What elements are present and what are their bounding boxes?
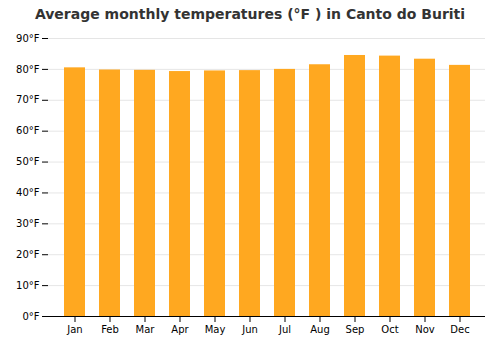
svg-text:60°F: 60°F bbox=[16, 125, 40, 136]
svg-text:40°F: 40°F bbox=[16, 187, 40, 198]
svg-text:30°F: 30°F bbox=[16, 218, 40, 229]
svg-text:0°F: 0°F bbox=[22, 311, 39, 322]
svg-text:Jan: Jan bbox=[66, 324, 82, 335]
svg-text:Dec: Dec bbox=[450, 324, 469, 335]
svg-text:10°F: 10°F bbox=[16, 280, 40, 291]
svg-text:Apr: Apr bbox=[171, 324, 189, 335]
svg-text:70°F: 70°F bbox=[16, 94, 40, 105]
svg-text:Sep: Sep bbox=[346, 324, 365, 335]
svg-text:Mar: Mar bbox=[136, 324, 156, 335]
svg-text:80°F: 80°F bbox=[16, 64, 40, 75]
svg-text:Jun: Jun bbox=[241, 324, 258, 335]
svg-text:Aug: Aug bbox=[310, 324, 330, 335]
svg-text:Oct: Oct bbox=[381, 324, 398, 335]
html-text:Average monthly temperatures (: Average monthly temperatures (°F ) in Ca… bbox=[34, 6, 466, 22]
svg-text:Nov: Nov bbox=[415, 324, 435, 335]
svg-text:May: May bbox=[205, 324, 226, 335]
svg-text:Feb: Feb bbox=[101, 324, 119, 335]
svg-text:20°F: 20°F bbox=[16, 249, 40, 260]
svg-text:Jul: Jul bbox=[278, 324, 291, 335]
svg-text:50°F: 50°F bbox=[16, 156, 40, 167]
svg-text:90°F: 90°F bbox=[16, 33, 40, 44]
